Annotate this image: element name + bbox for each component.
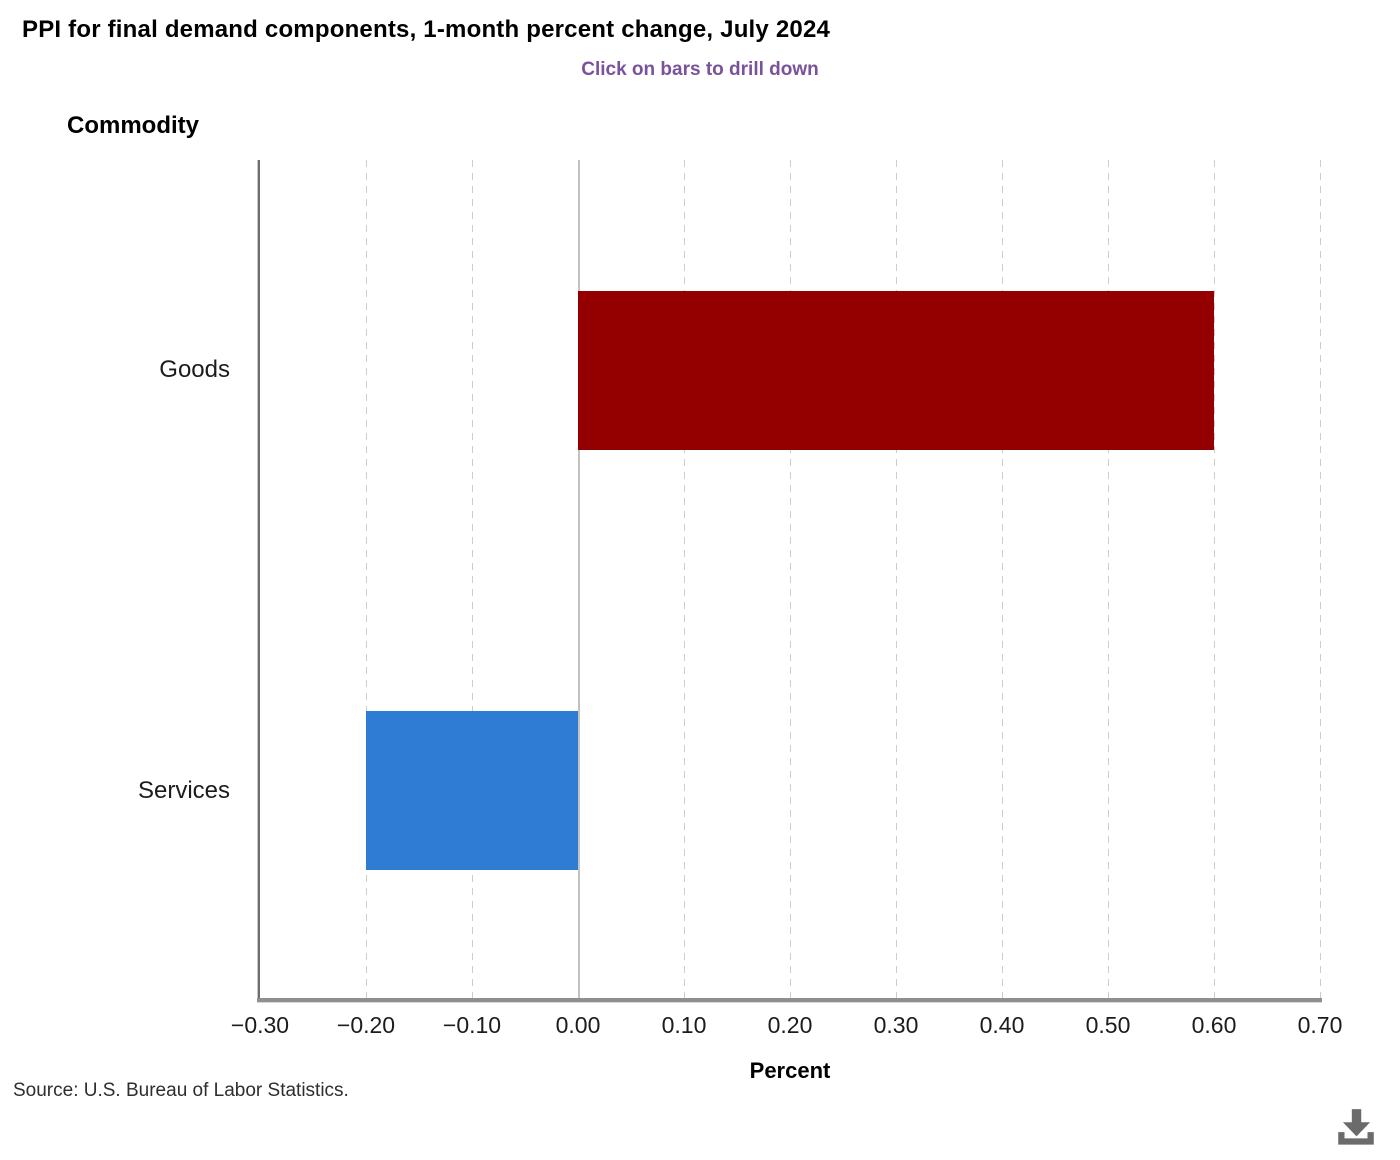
x-tick-label: 0.40 [979,1012,1025,1038]
x-axis-title: Percent [749,1058,831,1083]
category-label-services: Services [137,776,230,804]
chart-title: PPI for final demand components, 1-month… [22,16,831,43]
y-axis-line [257,160,260,1001]
download-icon [1333,1109,1379,1155]
x-tick-label: 0.20 [767,1012,813,1038]
gridline [366,160,367,1001]
chart-subtitle: Click on bars to drill down [581,59,819,80]
x-tick-label: 0.30 [873,1012,919,1038]
x-tick-label: 0.60 [1191,1012,1237,1038]
x-tick-label: 0.50 [1085,1012,1131,1038]
source-note: Source: U.S. Bureau of Labor Statistics. [13,1080,349,1101]
bar-services[interactable] [366,711,578,871]
x-tick-label: 0.70 [1297,1012,1343,1038]
bar-goods[interactable] [578,290,1214,450]
x-axis-line [257,998,1322,1002]
plot-area: −0.30 −0.20 −0.10 0.00 0.10 0.20 0.30 0.40 0.50 0… [138,160,1342,1038]
gridline [790,160,791,1001]
download-button[interactable] [1331,1104,1381,1156]
x-tick-label: 0.00 [555,1012,601,1038]
x-tick-label: 0.10 [661,1012,707,1038]
x-tick-label: −0.20 [336,1012,396,1038]
x-tick-label: −0.30 [230,1012,290,1038]
y-axis-title: Commodity [67,112,199,139]
gridline [1320,160,1321,1001]
x-tick-label: −0.10 [442,1012,502,1038]
gridline [1214,160,1215,1001]
category-label-goods: Goods [159,356,230,384]
gridline [472,160,473,1001]
gridline [896,160,897,1001]
gridline [1108,160,1109,1001]
zero-gridline [578,160,580,1001]
gridline [1002,160,1003,1001]
gridline [684,160,685,1001]
